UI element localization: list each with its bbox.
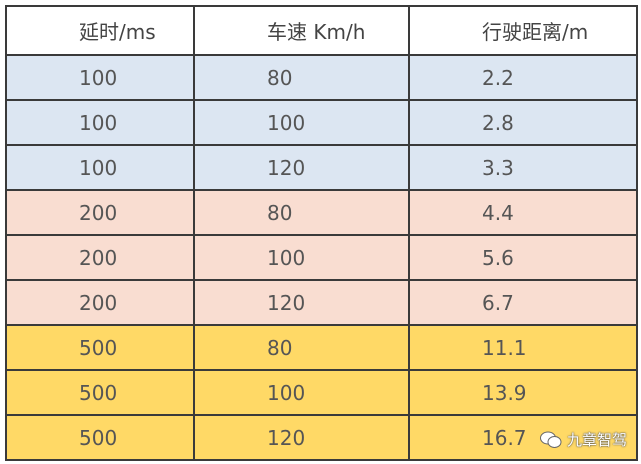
table-row: 500 100 13.9 bbox=[5, 369, 638, 416]
table-cell: 500 bbox=[5, 369, 195, 416]
header-cell: 行驶距离/m bbox=[408, 5, 638, 56]
table-cell: 200 bbox=[5, 189, 195, 236]
table-row: 500 80 11.1 bbox=[5, 324, 638, 371]
header-cell: 延时/ms bbox=[5, 5, 195, 56]
wechat-icon bbox=[539, 431, 562, 448]
data-table: 延时/ms 车速 Km/h 行驶距离/m 100 80 2.2 100 100 2.8 100 12… bbox=[5, 5, 638, 461]
table-cell: 500 bbox=[5, 414, 195, 461]
table-row: 200 100 5.6 bbox=[5, 234, 638, 281]
table-cell: 100 bbox=[193, 369, 410, 416]
table-cell: 80 bbox=[193, 189, 410, 236]
table-cell: 11.1 bbox=[408, 324, 638, 371]
table-cell: 100 bbox=[5, 99, 195, 146]
table-cell: 2.2 bbox=[408, 54, 638, 101]
table-row: 100 120 3.3 bbox=[5, 144, 638, 191]
table-cell: 16.7 bbox=[408, 414, 638, 461]
table-cell: 4.4 bbox=[408, 189, 638, 236]
table-cell: 120 bbox=[193, 414, 410, 461]
table-body: 延时/ms 车速 Km/h 行驶距离/m 100 80 2.2 100 100 2.8 100 12… bbox=[5, 5, 638, 461]
table-cell: 5.6 bbox=[408, 234, 638, 281]
table-row: 200 80 4.4 bbox=[5, 189, 638, 236]
table-cell: 120 bbox=[193, 279, 410, 326]
table-row: 500 120 16.7 bbox=[5, 414, 638, 461]
table-cell: 200 bbox=[5, 279, 195, 326]
table-cell: 200 bbox=[5, 234, 195, 281]
watermark-text: 九章智驾 bbox=[566, 431, 627, 449]
header-cell: 车速 Km/h bbox=[193, 5, 410, 56]
table-row: 200 120 6.7 bbox=[5, 279, 638, 326]
table-cell: 100 bbox=[5, 54, 195, 101]
table-cell: 6.7 bbox=[408, 279, 638, 326]
table-row: 100 80 2.2 bbox=[5, 54, 638, 101]
table-cell: 80 bbox=[193, 324, 410, 371]
table-cell: 3.3 bbox=[408, 144, 638, 191]
table-cell: 100 bbox=[193, 234, 410, 281]
table-cell: 80 bbox=[193, 54, 410, 101]
table-cell: 500 bbox=[5, 324, 195, 371]
table-cell: 100 bbox=[5, 144, 195, 191]
table-cell: 120 bbox=[193, 144, 410, 191]
watermark: 九章智驾 bbox=[539, 429, 627, 450]
table-cell: 100 bbox=[193, 99, 410, 146]
header-row: 延时/ms 车速 Km/h 行驶距离/m bbox=[5, 5, 638, 56]
table-cell: 13.9 bbox=[408, 369, 638, 416]
table-cell: 2.8 bbox=[408, 99, 638, 146]
table-row: 100 100 2.8 bbox=[5, 99, 638, 146]
